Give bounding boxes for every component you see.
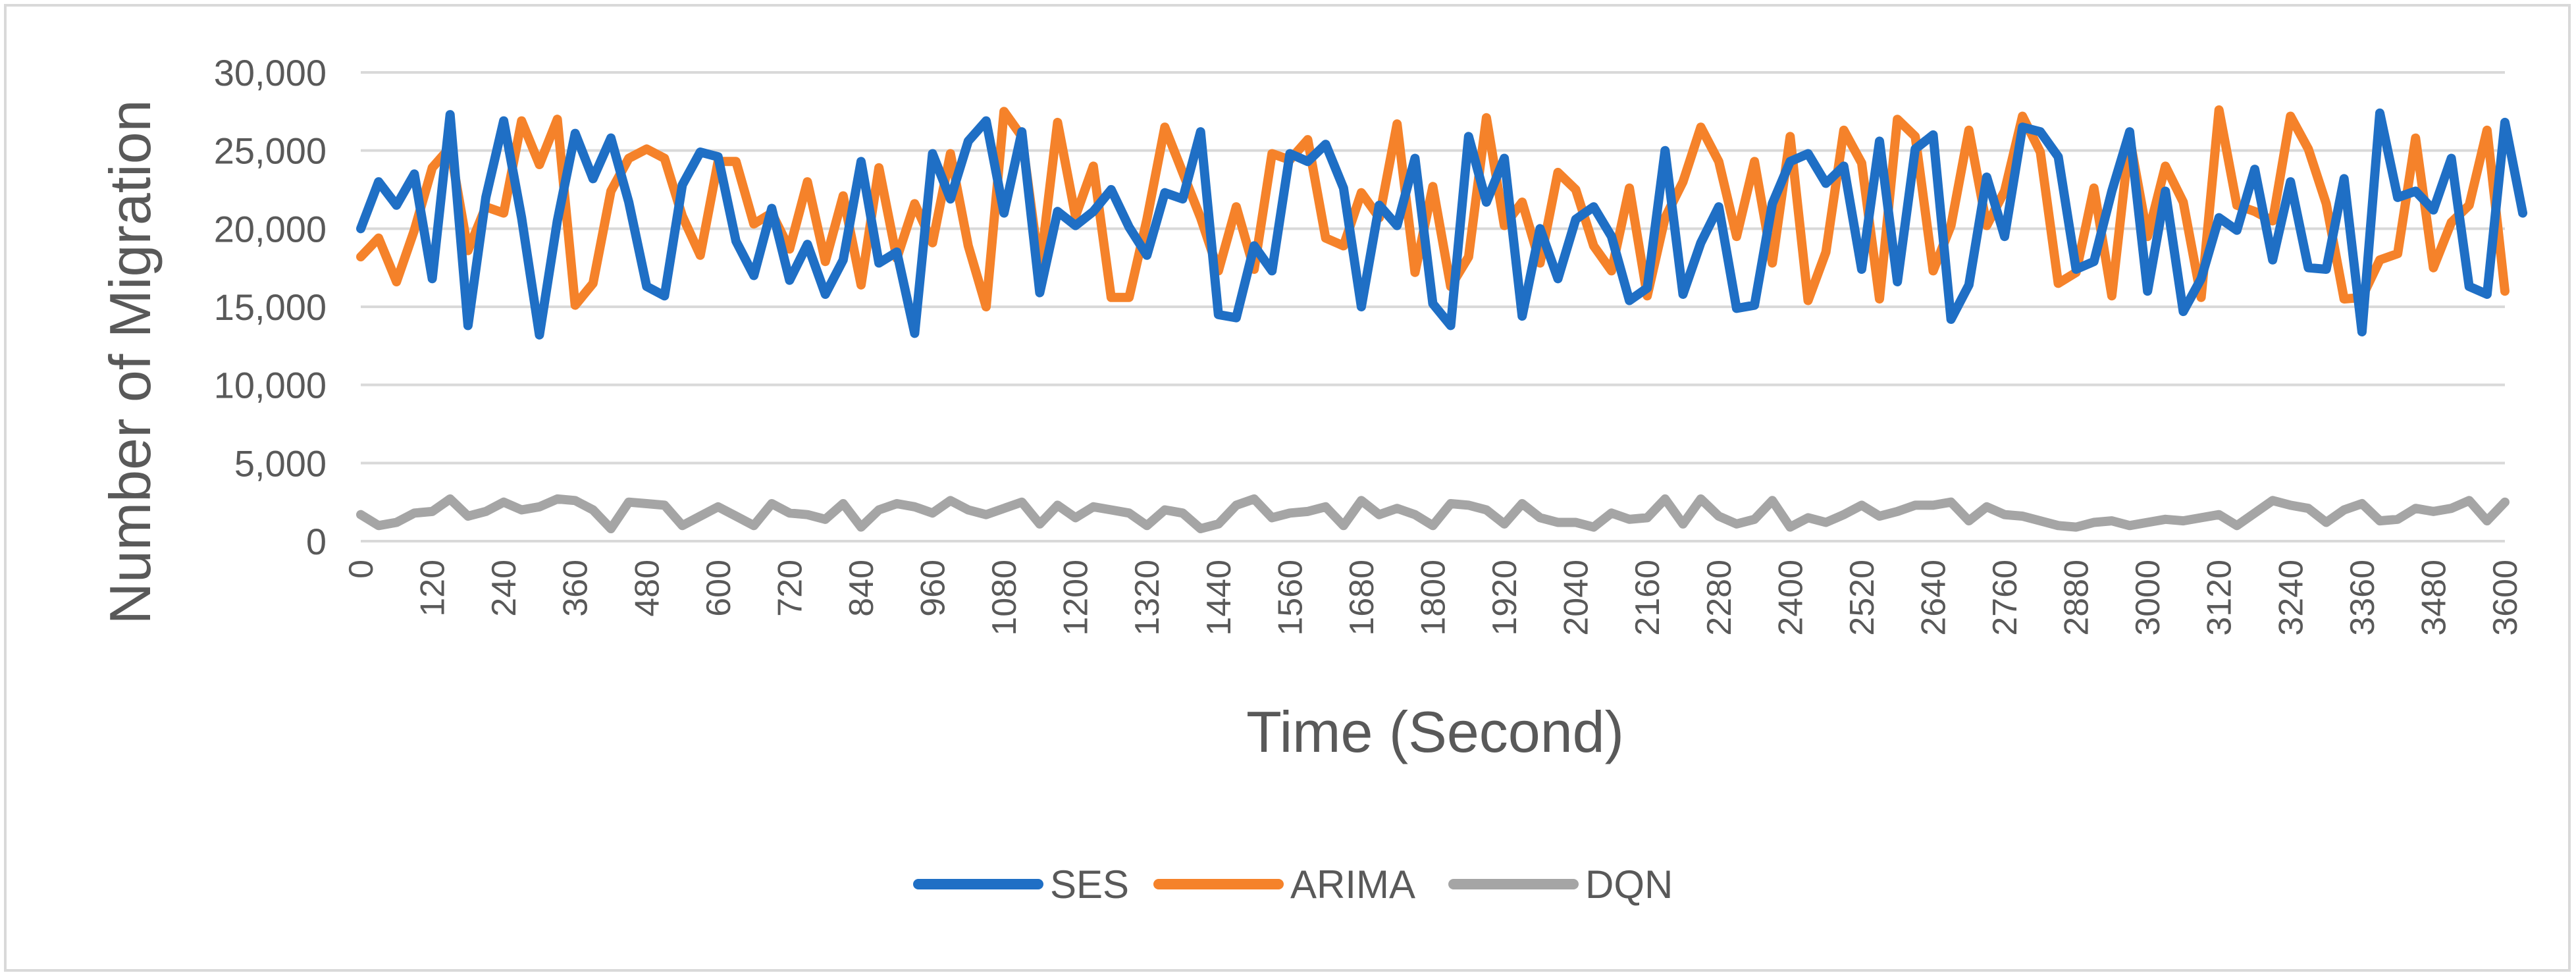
x-tick-label: 3480 xyxy=(2415,560,2453,636)
x-tick-label: 1080 xyxy=(986,560,1024,636)
x-tick-label: 840 xyxy=(843,560,881,617)
x-tick-label: 600 xyxy=(700,560,738,617)
x-tick-label: 1560 xyxy=(1271,560,1309,636)
legend: SES ARIMA DQN xyxy=(913,862,1673,907)
x-tick-label: 1920 xyxy=(1486,560,1524,636)
x-tick-label: 480 xyxy=(628,560,666,617)
y-tick-label: 10,000 xyxy=(214,365,327,406)
x-tick-label: 2040 xyxy=(1558,560,1596,636)
x-tick-label: 960 xyxy=(914,560,953,617)
legend-label-dqn: DQN xyxy=(1585,862,1673,907)
x-tick-label: 2520 xyxy=(1843,560,1881,636)
series-lines xyxy=(356,105,2528,533)
x-tick-label: 240 xyxy=(485,560,523,617)
x-tick-label: 3000 xyxy=(2129,560,2167,636)
x-axis-title: Time (Second) xyxy=(1246,699,1624,764)
x-tick-label: 3600 xyxy=(2486,560,2525,636)
legend-label-ses: SES xyxy=(1050,862,1129,907)
x-tick-label: 3360 xyxy=(2344,560,2382,636)
x-tick-label: 2880 xyxy=(2058,560,2096,636)
y-tick-label: 20,000 xyxy=(214,208,327,250)
x-tick-label: 2760 xyxy=(1986,560,2024,636)
gridlines xyxy=(361,71,2505,542)
x-tick-label: 2280 xyxy=(1700,560,1739,636)
x-tick-label: 2400 xyxy=(1772,560,1810,636)
x-axis-tick-labels: 0 120 240 360 480 600 720 840 960 1080 1200 1320 144… xyxy=(342,560,2525,636)
y-axis-tick-labels: 0 5,000 10,000 15,000 20,000 25,000 30,000 xyxy=(214,52,327,562)
y-tick-label: 25,000 xyxy=(214,130,327,172)
series-line-dqn xyxy=(356,494,2510,533)
y-tick-label: 30,000 xyxy=(214,52,327,93)
x-tick-label: 0 xyxy=(342,560,381,579)
y-tick-label: 0 xyxy=(306,521,327,562)
x-tick-label: 2640 xyxy=(1914,560,1953,636)
x-tick-label: 1200 xyxy=(1057,560,1095,636)
y-tick-label: 5,000 xyxy=(234,442,327,484)
y-tick-label: 15,000 xyxy=(214,286,327,328)
x-tick-label: 3120 xyxy=(2201,560,2239,636)
y-axis-title: Number of Migration xyxy=(97,99,163,624)
x-tick-label: 360 xyxy=(557,560,595,617)
x-tick-label: 1800 xyxy=(1415,560,1453,636)
x-tick-label: 720 xyxy=(771,560,809,617)
x-tick-label: 120 xyxy=(414,560,452,617)
series-line-ses xyxy=(356,108,2528,340)
x-tick-label: 2160 xyxy=(1629,560,1667,636)
x-tick-label: 1440 xyxy=(1200,560,1238,636)
x-tick-label: 3240 xyxy=(2272,560,2310,636)
legend-label-arima: ARIMA xyxy=(1290,862,1415,907)
x-tick-label: 1680 xyxy=(1343,560,1381,636)
x-tick-label: 1320 xyxy=(1128,560,1167,636)
